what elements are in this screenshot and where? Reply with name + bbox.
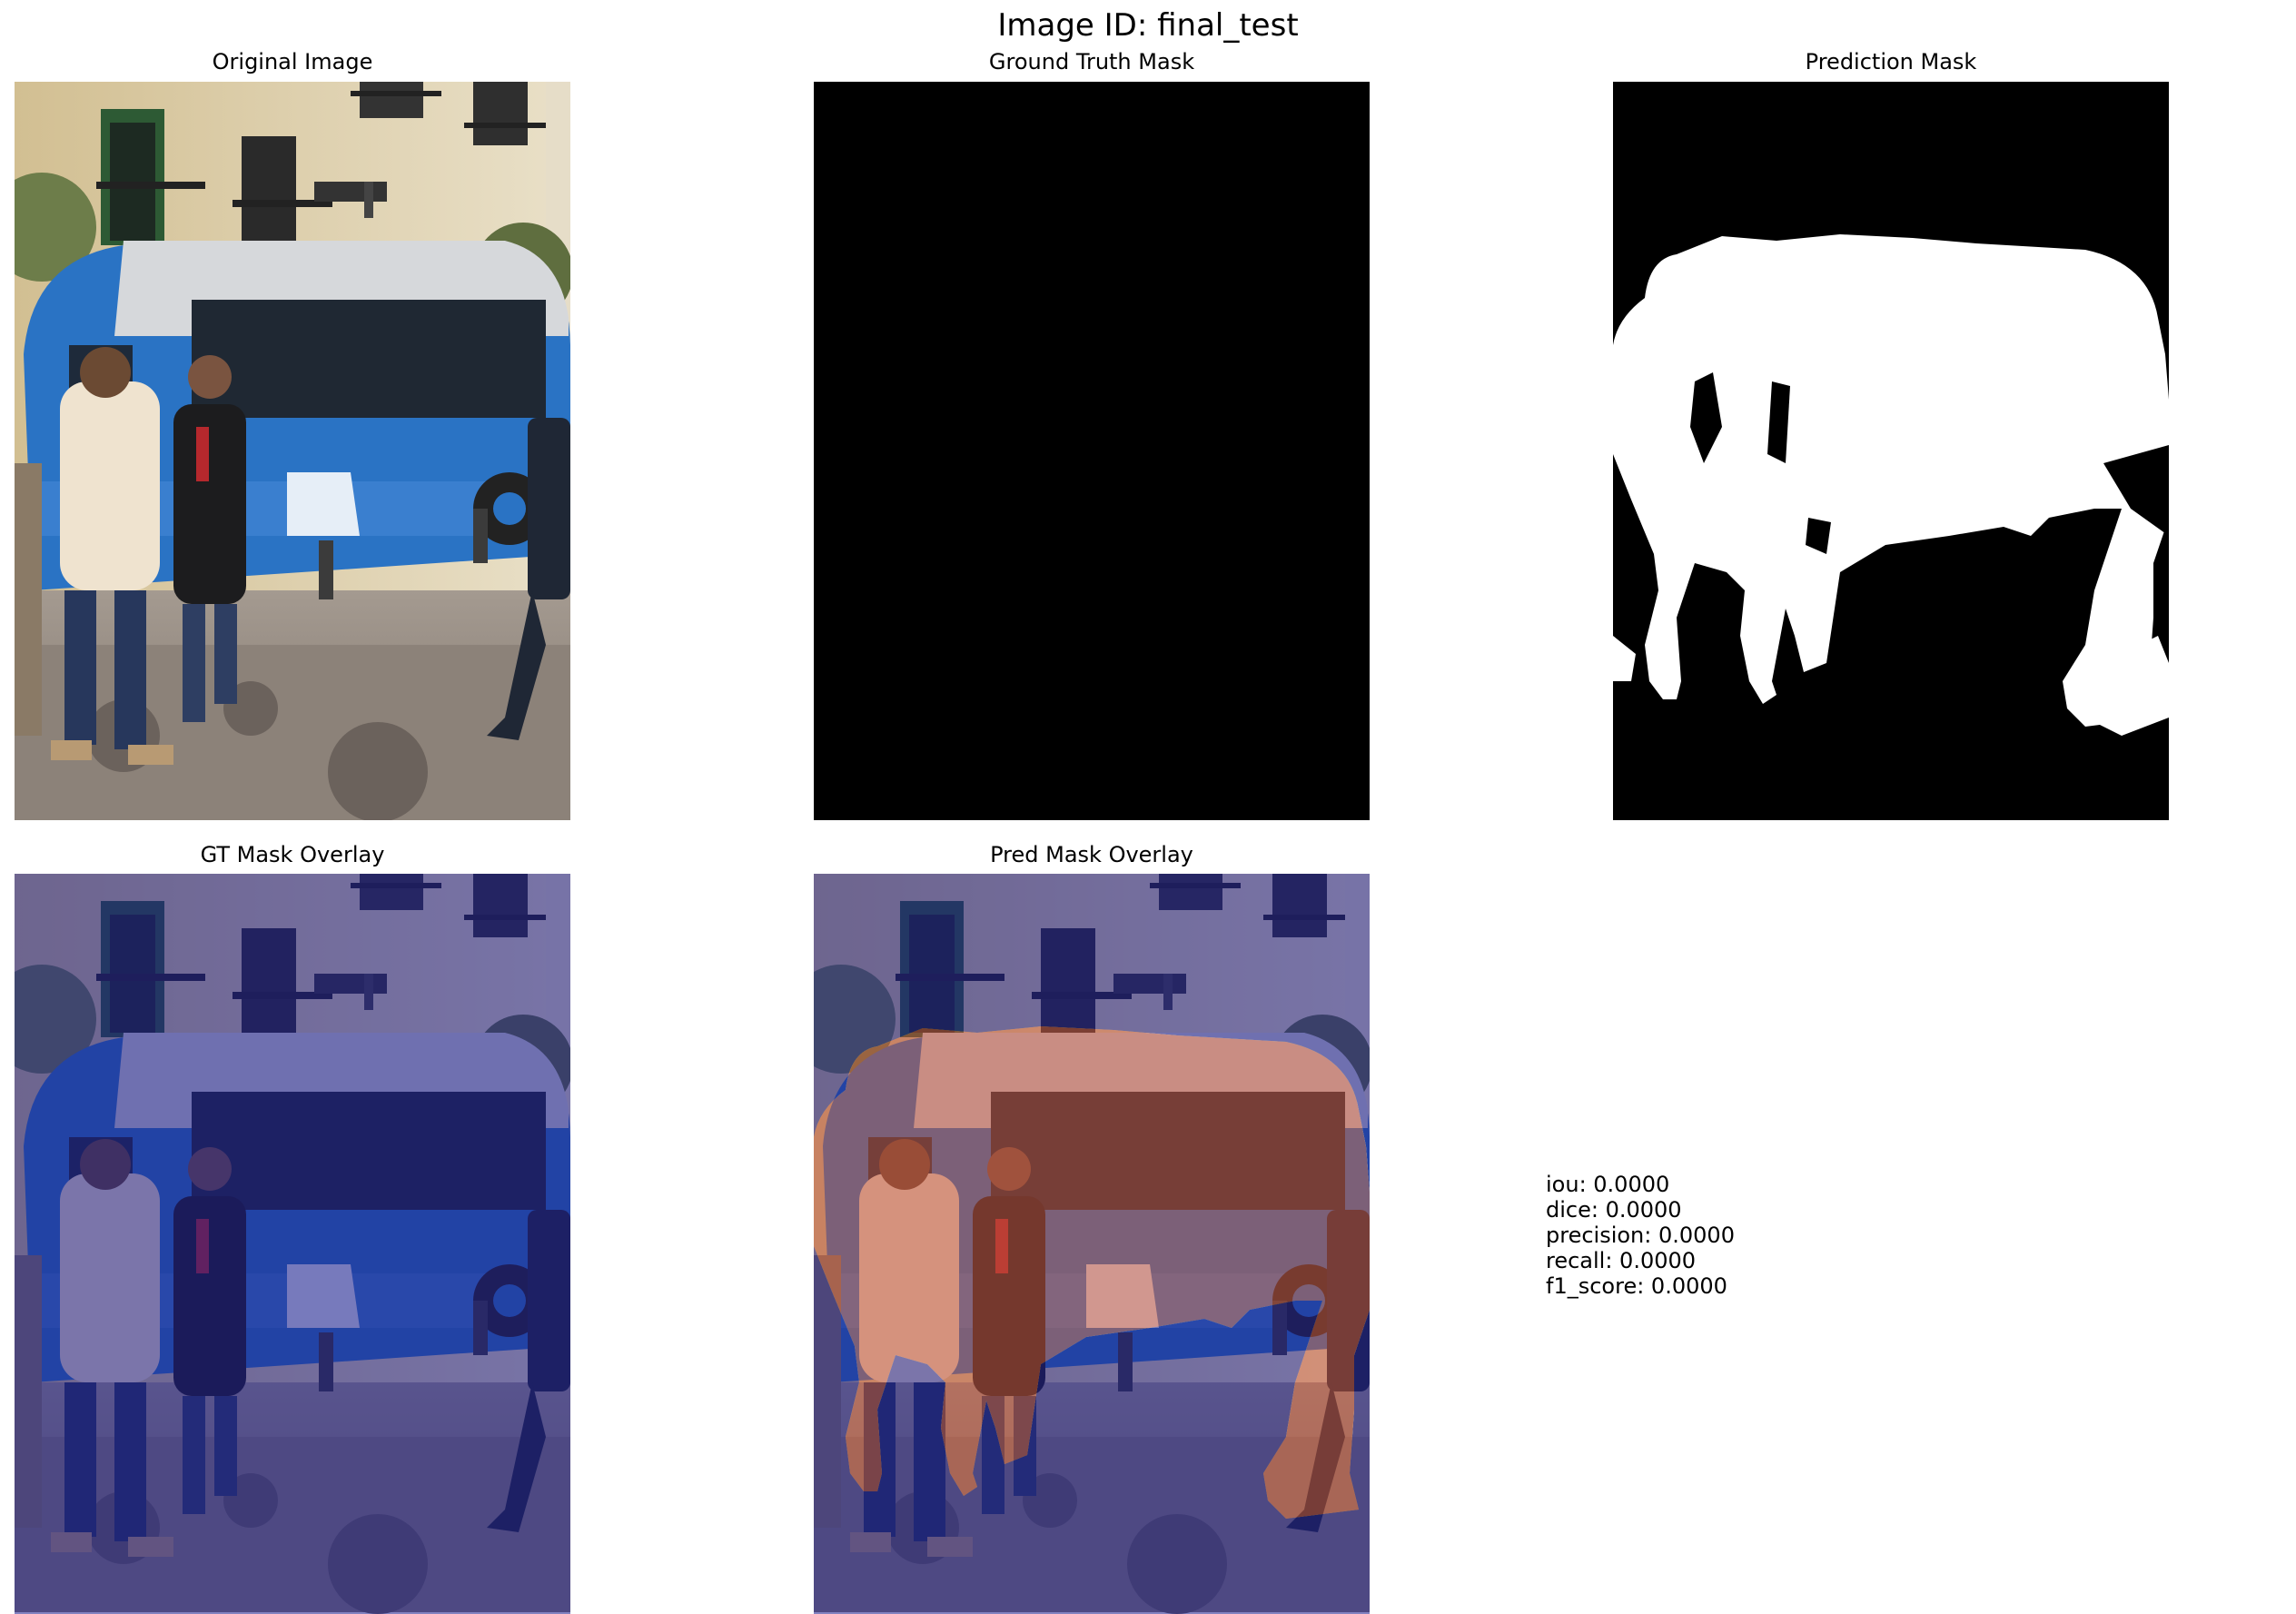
metric-precision: precision: 0.0000 — [1546, 1223, 1735, 1248]
original-image-title: Original Image — [212, 49, 373, 74]
metrics-text: iou: 0.0000 dice: 0.0000 precision: 0.00… — [1546, 1172, 1735, 1299]
figure-title: Image ID: final_test — [997, 7, 1299, 44]
street-photo — [15, 82, 570, 820]
prediction-mask — [1613, 82, 2169, 820]
prediction-mask-title: Prediction Mask — [1805, 49, 1977, 74]
gt-overlay-title: GT Mask Overlay — [200, 842, 385, 867]
metric-dice: dice: 0.0000 — [1546, 1197, 1682, 1223]
ground-truth-mask-panel — [814, 82, 1370, 820]
prediction-mask-panel — [1613, 82, 2169, 820]
ground-truth-mask-title: Ground Truth Mask — [988, 49, 1195, 74]
pred-overlay-title: Pred Mask Overlay — [990, 842, 1193, 867]
gt-overlay-panel — [15, 874, 570, 1614]
original-image-panel — [15, 82, 570, 820]
ground-truth-mask — [814, 82, 1370, 820]
metric-iou: iou: 0.0000 — [1546, 1172, 1670, 1197]
metric-recall: recall: 0.0000 — [1546, 1248, 1697, 1273]
gt-overlay-image — [15, 874, 570, 1614]
metric-f1-score: f1_score: 0.0000 — [1546, 1273, 1727, 1299]
pred-overlay-panel — [814, 874, 1370, 1614]
pred-overlay-image — [814, 874, 1370, 1614]
